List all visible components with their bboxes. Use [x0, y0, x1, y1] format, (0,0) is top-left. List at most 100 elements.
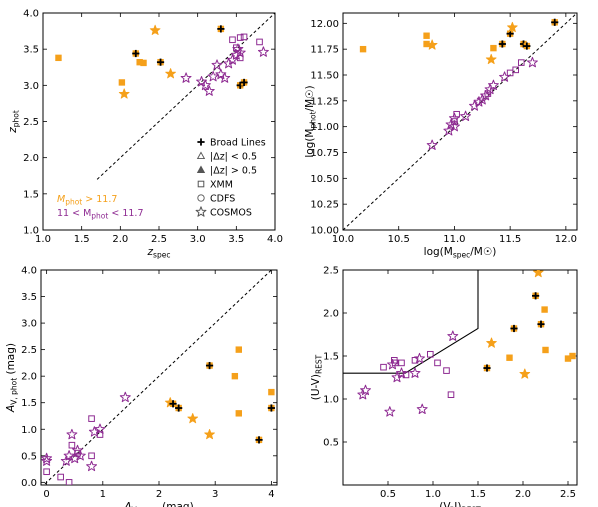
y-tick-label: 11.50: [310, 71, 339, 82]
x-tick-label: 12.0: [555, 234, 577, 245]
broad-line-marker: [551, 18, 559, 26]
plot-frame: [342, 269, 578, 486]
y-axis-label: (U-V)REST: [310, 354, 324, 400]
y-tick-label: 11.75: [310, 45, 339, 56]
data-point-square-purple: [88, 452, 95, 460]
data-point-star-purple: [384, 406, 396, 417]
data-point-square-purple: [427, 350, 434, 358]
data-point-star-purple: [86, 460, 98, 472]
data-point-star-purple: [448, 120, 460, 132]
x-tick-label: 11.0: [443, 234, 465, 245]
y-axis-label: AV, phot (mag): [5, 343, 19, 413]
data-point-star-orange: [187, 413, 199, 424]
data-point-square-purple: [517, 59, 525, 66]
data-point-star-purple: [41, 455, 53, 466]
data-point-square-orange: [118, 79, 126, 86]
y-tick-label: 1.0: [323, 395, 339, 406]
y-tick-label: 2.0: [21, 372, 37, 383]
broad-line-marker: [217, 25, 225, 33]
data-point-square-purple: [96, 431, 104, 438]
data-point-square-orange: [140, 59, 147, 67]
panel-zphot_vs_zspec: 1.0 1.5 2.0 2.5 3.0 3.5 4.0 1.0 1.5 2.0 2.5 3.0 3.5 4…: [7, 9, 283, 260]
broad-line-marker: [255, 436, 263, 444]
data-point-star-purple: [414, 352, 425, 364]
data-point-star-purple: [409, 367, 421, 378]
y-tick-label: 0.5: [323, 438, 339, 449]
panel-av_phot_vs_av_spec: 0 1 2 3 4 0.0 0.5 1.0 1.5 2.0 2.5 3.0 3.5 4.0 AV, spec…: [5, 266, 278, 507]
data-point-square-purple: [443, 367, 450, 374]
data-point-square-orange: [231, 372, 239, 380]
data-point-square-purple: [451, 118, 458, 125]
y-tick-label: 4.0: [21, 266, 37, 277]
data-point-star-purple: [211, 59, 223, 70]
data-point-square-purple: [453, 110, 460, 118]
x-axis-label: AV, spec (mag): [123, 501, 193, 507]
data-point-square-purple: [484, 90, 492, 97]
y-tick-label: 1.0: [21, 425, 37, 436]
y-tick-label: 11.00: [310, 122, 339, 133]
y-tick-label: 0.5: [21, 451, 37, 462]
legend-label: Broad Lines: [210, 138, 266, 149]
broad-line-marker: [523, 42, 531, 50]
data-point-square-orange: [235, 410, 242, 417]
y-tick-label: 2.0: [23, 153, 39, 164]
one-to-one-line: [343, 13, 577, 230]
data-point-star-purple: [41, 452, 53, 464]
legend-label: COSMOS: [210, 208, 252, 219]
data-point-star-purple: [526, 56, 538, 68]
data-point-square-purple: [434, 359, 441, 367]
x-tick-label: 2: [156, 489, 162, 500]
data-point-star-purple: [72, 444, 83, 456]
broad-line-marker: [532, 292, 540, 300]
y-tick-label: 12.00: [310, 19, 339, 30]
data-point-star-purple: [207, 70, 219, 82]
y-tick-label: 2.0: [323, 309, 339, 320]
broad-line-marker: [537, 320, 545, 328]
panel-uv_vs_vj: 0.5 1.0 1.5 2.0 2.5 0.5 1.0 1.5 2.0 2.5 (V-J)REST (…: [310, 266, 578, 507]
data-point-star-purple: [443, 125, 455, 136]
legend-marker-tri-open: [196, 151, 206, 160]
data-point-square-purple: [512, 66, 520, 74]
data-point-star-orange: [532, 270, 544, 278]
x-tick-label: 10.5: [388, 234, 410, 245]
legend-label: |Δz| < 0.5: [210, 152, 257, 163]
data-points: [41, 346, 275, 485]
data-point-square-purple: [57, 473, 64, 481]
one-to-one-line: [96, 13, 275, 180]
plot-frame: [342, 12, 578, 231]
broad-line-marker: [132, 49, 140, 58]
data-point-star-orange: [486, 337, 497, 348]
data-point-star-orange: [149, 24, 161, 35]
x-tick-label: 10.0: [332, 234, 354, 245]
x-tick-label: 11.5: [499, 234, 521, 245]
data-point-square-purple: [68, 441, 76, 449]
broad-line-marker: [205, 361, 214, 370]
x-tick-label: 1.0: [425, 489, 441, 500]
broad-line-marker: [175, 404, 183, 412]
x-tick-label: 2.5: [560, 489, 576, 500]
data-point-star-purple: [499, 71, 511, 82]
x-tick-label: 1.5: [74, 234, 90, 245]
x-tick-label: 0: [43, 489, 49, 500]
data-point-star-purple: [203, 85, 215, 96]
data-point-square-orange: [490, 44, 497, 52]
data-point-square-purple: [43, 468, 50, 476]
data-points: [357, 270, 576, 417]
y-tick-label: 10.50: [310, 174, 339, 185]
data-point-star-orange: [485, 53, 497, 65]
data-point-star-orange: [118, 88, 130, 99]
broad-line-marker: [169, 400, 177, 408]
data-point-star-purple: [396, 367, 407, 378]
legend-marker-circle-open: [197, 194, 205, 202]
data-point-star-purple: [257, 46, 269, 57]
y-tick-label: 0.0: [21, 478, 37, 489]
x-tick-label: 3: [212, 489, 218, 500]
y-tick-label: 10.25: [310, 200, 339, 211]
one-to-one-line: [43, 270, 273, 485]
legend-label: |Δz| > 0.5: [210, 166, 257, 177]
data-point-star-orange: [507, 21, 518, 33]
data-point-square-orange: [541, 306, 548, 313]
data-point-square-purple: [236, 34, 244, 41]
mass-label-high: Mphot > 11.7: [57, 194, 117, 207]
x-tick-label: 1.5: [470, 489, 486, 500]
